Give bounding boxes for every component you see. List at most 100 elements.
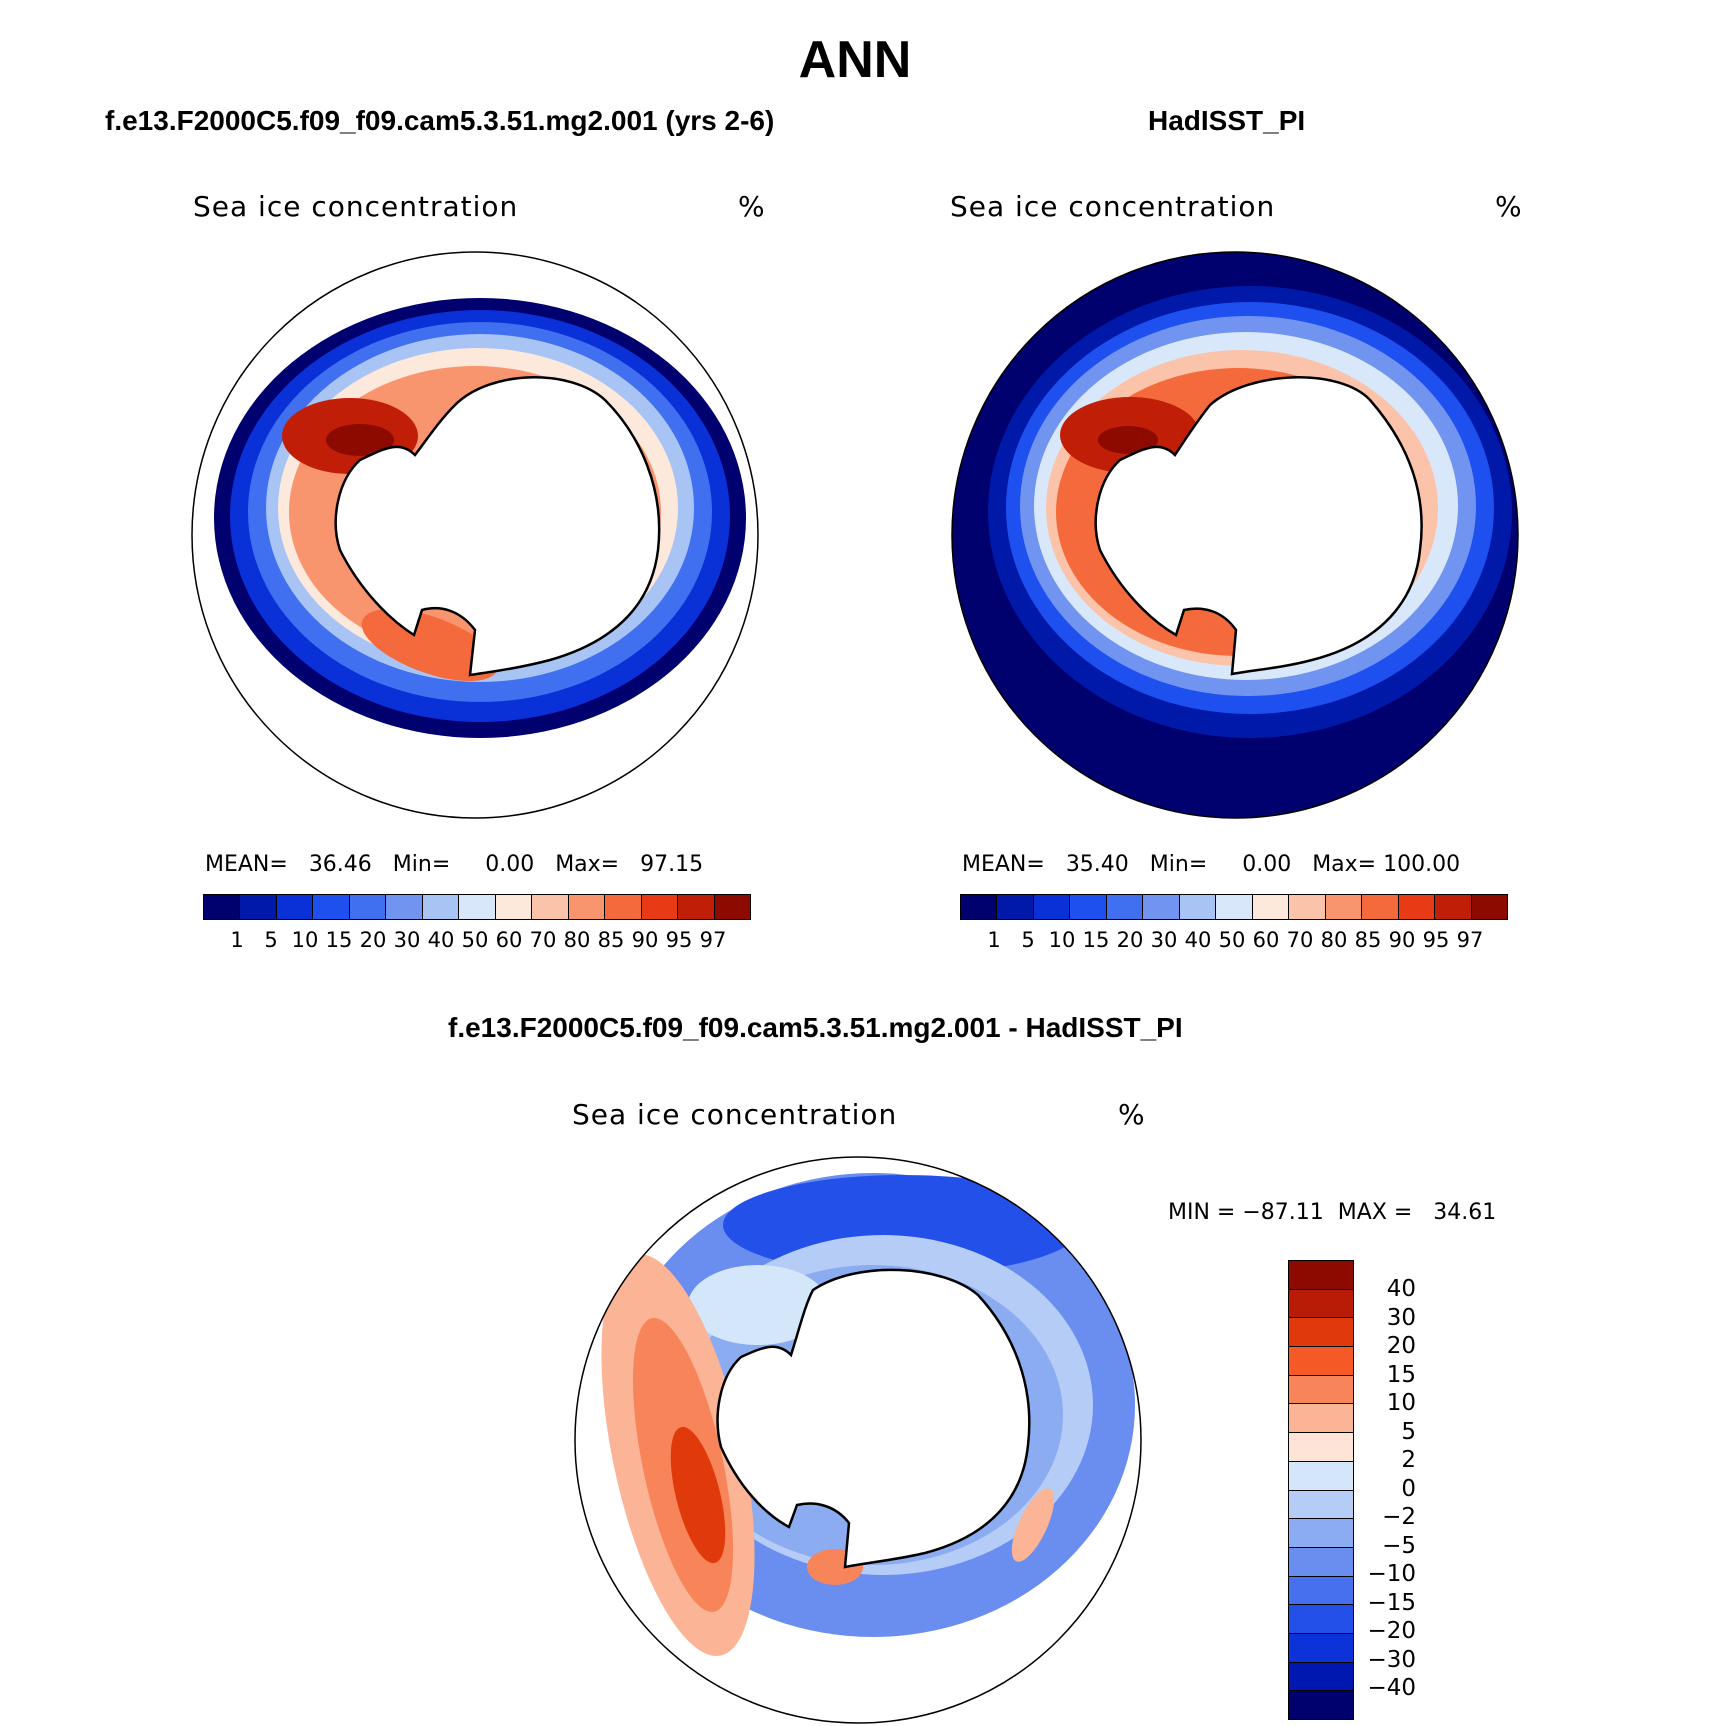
panel-2-subtitle: HadISST_PI: [1148, 105, 1306, 136]
panel-1-plot-title: Sea ice concentration: [193, 190, 519, 223]
colorbar-swatch: [1033, 895, 1071, 919]
colorbar-swatch: [386, 895, 423, 919]
panel-2-map: [951, 251, 1519, 819]
min-label: MIN =: [1168, 1200, 1236, 1225]
colorbar-tick-label: 80: [1320, 928, 1348, 952]
colorbar-swatch: [204, 895, 241, 919]
panel-1-colorbar-labels: 1 5 10 15 20 30 40 50 60 70 80 85 90 95 97: [220, 928, 730, 954]
colorbar-swatch: [1289, 1605, 1353, 1634]
colorbar-swatch: [240, 895, 277, 919]
panel-1-map: [191, 251, 759, 819]
colorbar-tick-label: −30: [1367, 1646, 1416, 1673]
colorbar-swatch: [678, 895, 715, 919]
colorbar-tick-label: 15: [1386, 1361, 1416, 1388]
colorbar-tick-label: 2: [1401, 1447, 1416, 1473]
difference-units: %: [1118, 1098, 1146, 1131]
min-value: −87.11: [1242, 1200, 1324, 1225]
colorbar-tick-label: 5: [1021, 928, 1035, 952]
colorbar-tick-label: 30: [393, 928, 421, 952]
colorbar-swatch: [1289, 1261, 1353, 1290]
difference-map: [574, 1156, 1142, 1724]
panel-2-plot-title: Sea ice concentration: [950, 190, 1276, 223]
panel-2-colorbar-labels: 1 5 10 15 20 30 40 50 60 70 80 85 90 95 97: [977, 928, 1487, 954]
figure-title: ANN: [798, 31, 912, 89]
colorbar-swatch: [1289, 1404, 1353, 1434]
colorbar-swatch: [532, 895, 569, 919]
colorbar-tick-label: 97: [699, 928, 727, 952]
min-value: 0.00: [485, 852, 535, 877]
panel-2-stats: MEAN= 35.40 Min= 0.00 Max= 100.00: [962, 852, 1460, 877]
colorbar-tick-label: −5: [1382, 1532, 1416, 1559]
diff-weddell-weak: [688, 1265, 828, 1345]
colorbar-swatch: [1325, 895, 1363, 919]
difference-minmax: MIN = −87.11 MAX = 34.61: [1168, 1200, 1496, 1225]
colorbar-tick-label: 15: [1082, 928, 1110, 952]
colorbar-tick-label: −2: [1382, 1504, 1416, 1530]
difference-colorbar: [1288, 1260, 1354, 1720]
colorbar-swatch: [1289, 1289, 1353, 1319]
colorbar-tick-label: 20: [1386, 1333, 1416, 1359]
panel-1-units: %: [738, 190, 766, 223]
colorbar-tick-label: 85: [597, 928, 625, 952]
colorbar-swatch: [1289, 1547, 1353, 1577]
colorbar-tick-label: 40: [1386, 1276, 1416, 1302]
colorbar-tick-label: 95: [1422, 928, 1450, 952]
colorbar-tick-label: 90: [631, 928, 659, 952]
colorbar-swatch: [1289, 1576, 1353, 1606]
colorbar-swatch: [605, 895, 642, 919]
difference-plot-title: Sea ice concentration: [572, 1098, 898, 1131]
weddell-core: [1098, 426, 1158, 454]
colorbar-swatch: [1143, 895, 1180, 919]
difference-colorbar-labels: 40 30 20 15 10 5 2 0 −2 −5 −10 −15 −20 −30 −40: [1356, 1275, 1416, 1703]
colorbar-swatch: [1398, 895, 1436, 919]
colorbar-tick-label: 10: [1048, 928, 1076, 952]
colorbar-swatch: [961, 895, 998, 919]
colorbar-tick-label: 20: [1116, 928, 1144, 952]
mean-value: 36.46: [308, 852, 372, 877]
colorbar-tick-label: 0: [1401, 1475, 1416, 1502]
panel-1-stats: MEAN= 36.46 Min= 0.00 Max= 97.15: [205, 852, 703, 877]
colorbar-swatch: [1070, 895, 1107, 919]
colorbar-swatch: [1252, 895, 1290, 919]
colorbar-swatch: [1289, 1633, 1353, 1663]
colorbar-tick-label: −40: [1367, 1675, 1416, 1701]
colorbar-swatch: [1289, 1375, 1353, 1405]
colorbar-swatch: [1179, 895, 1217, 919]
antarctica: [334, 376, 661, 677]
difference-subtitle: f.e13.F2000C5.f09_f09.cam5.3.51.mg2.001 …: [448, 1012, 1183, 1043]
colorbar-tick-label: 85: [1354, 928, 1382, 952]
colorbar-tick-label: 50: [1218, 928, 1246, 952]
colorbar-tick-label: 40: [427, 928, 455, 952]
max-label: Max=: [1312, 852, 1377, 877]
max-value: 97.15: [640, 852, 704, 877]
colorbar-swatch: [276, 895, 314, 919]
colorbar-swatch: [1289, 1347, 1353, 1376]
colorbar-tick-label: 90: [1388, 928, 1416, 952]
colorbar-swatch: [641, 895, 679, 919]
colorbar-swatch: [997, 895, 1034, 919]
colorbar-tick-label: 1: [987, 928, 1001, 952]
colorbar-swatch: [568, 895, 606, 919]
colorbar-tick-label: 5: [264, 928, 278, 952]
colorbar-swatch: [1289, 1662, 1353, 1692]
panel-2-colorbar: [960, 894, 1508, 920]
colorbar-swatch: [1106, 895, 1144, 919]
colorbar-tick-label: 97: [1456, 928, 1484, 952]
max-label: Max=: [555, 852, 620, 877]
colorbar-tick-label: 40: [1184, 928, 1212, 952]
colorbar-tick-label: 95: [665, 928, 693, 952]
colorbar-tick-label: 50: [461, 928, 489, 952]
colorbar-swatch: [1362, 895, 1399, 919]
panel-1-subtitle: f.e13.F2000C5.f09_f09.cam5.3.51.mg2.001 …: [105, 105, 775, 136]
colorbar-tick-label: 5: [1401, 1418, 1416, 1445]
colorbar-tick-label: 70: [1286, 928, 1314, 952]
colorbar-swatch: [1289, 1519, 1353, 1548]
colorbar-swatch: [495, 895, 533, 919]
colorbar-tick-label: 30: [1386, 1304, 1416, 1331]
colorbar-tick-label: −15: [1367, 1589, 1416, 1616]
colorbar-swatch: [1216, 895, 1253, 919]
colorbar-tick-label: 80: [563, 928, 591, 952]
colorbar-swatch: [1435, 895, 1472, 919]
colorbar-tick-label: 15: [325, 928, 353, 952]
ross-max: [361, 608, 499, 682]
